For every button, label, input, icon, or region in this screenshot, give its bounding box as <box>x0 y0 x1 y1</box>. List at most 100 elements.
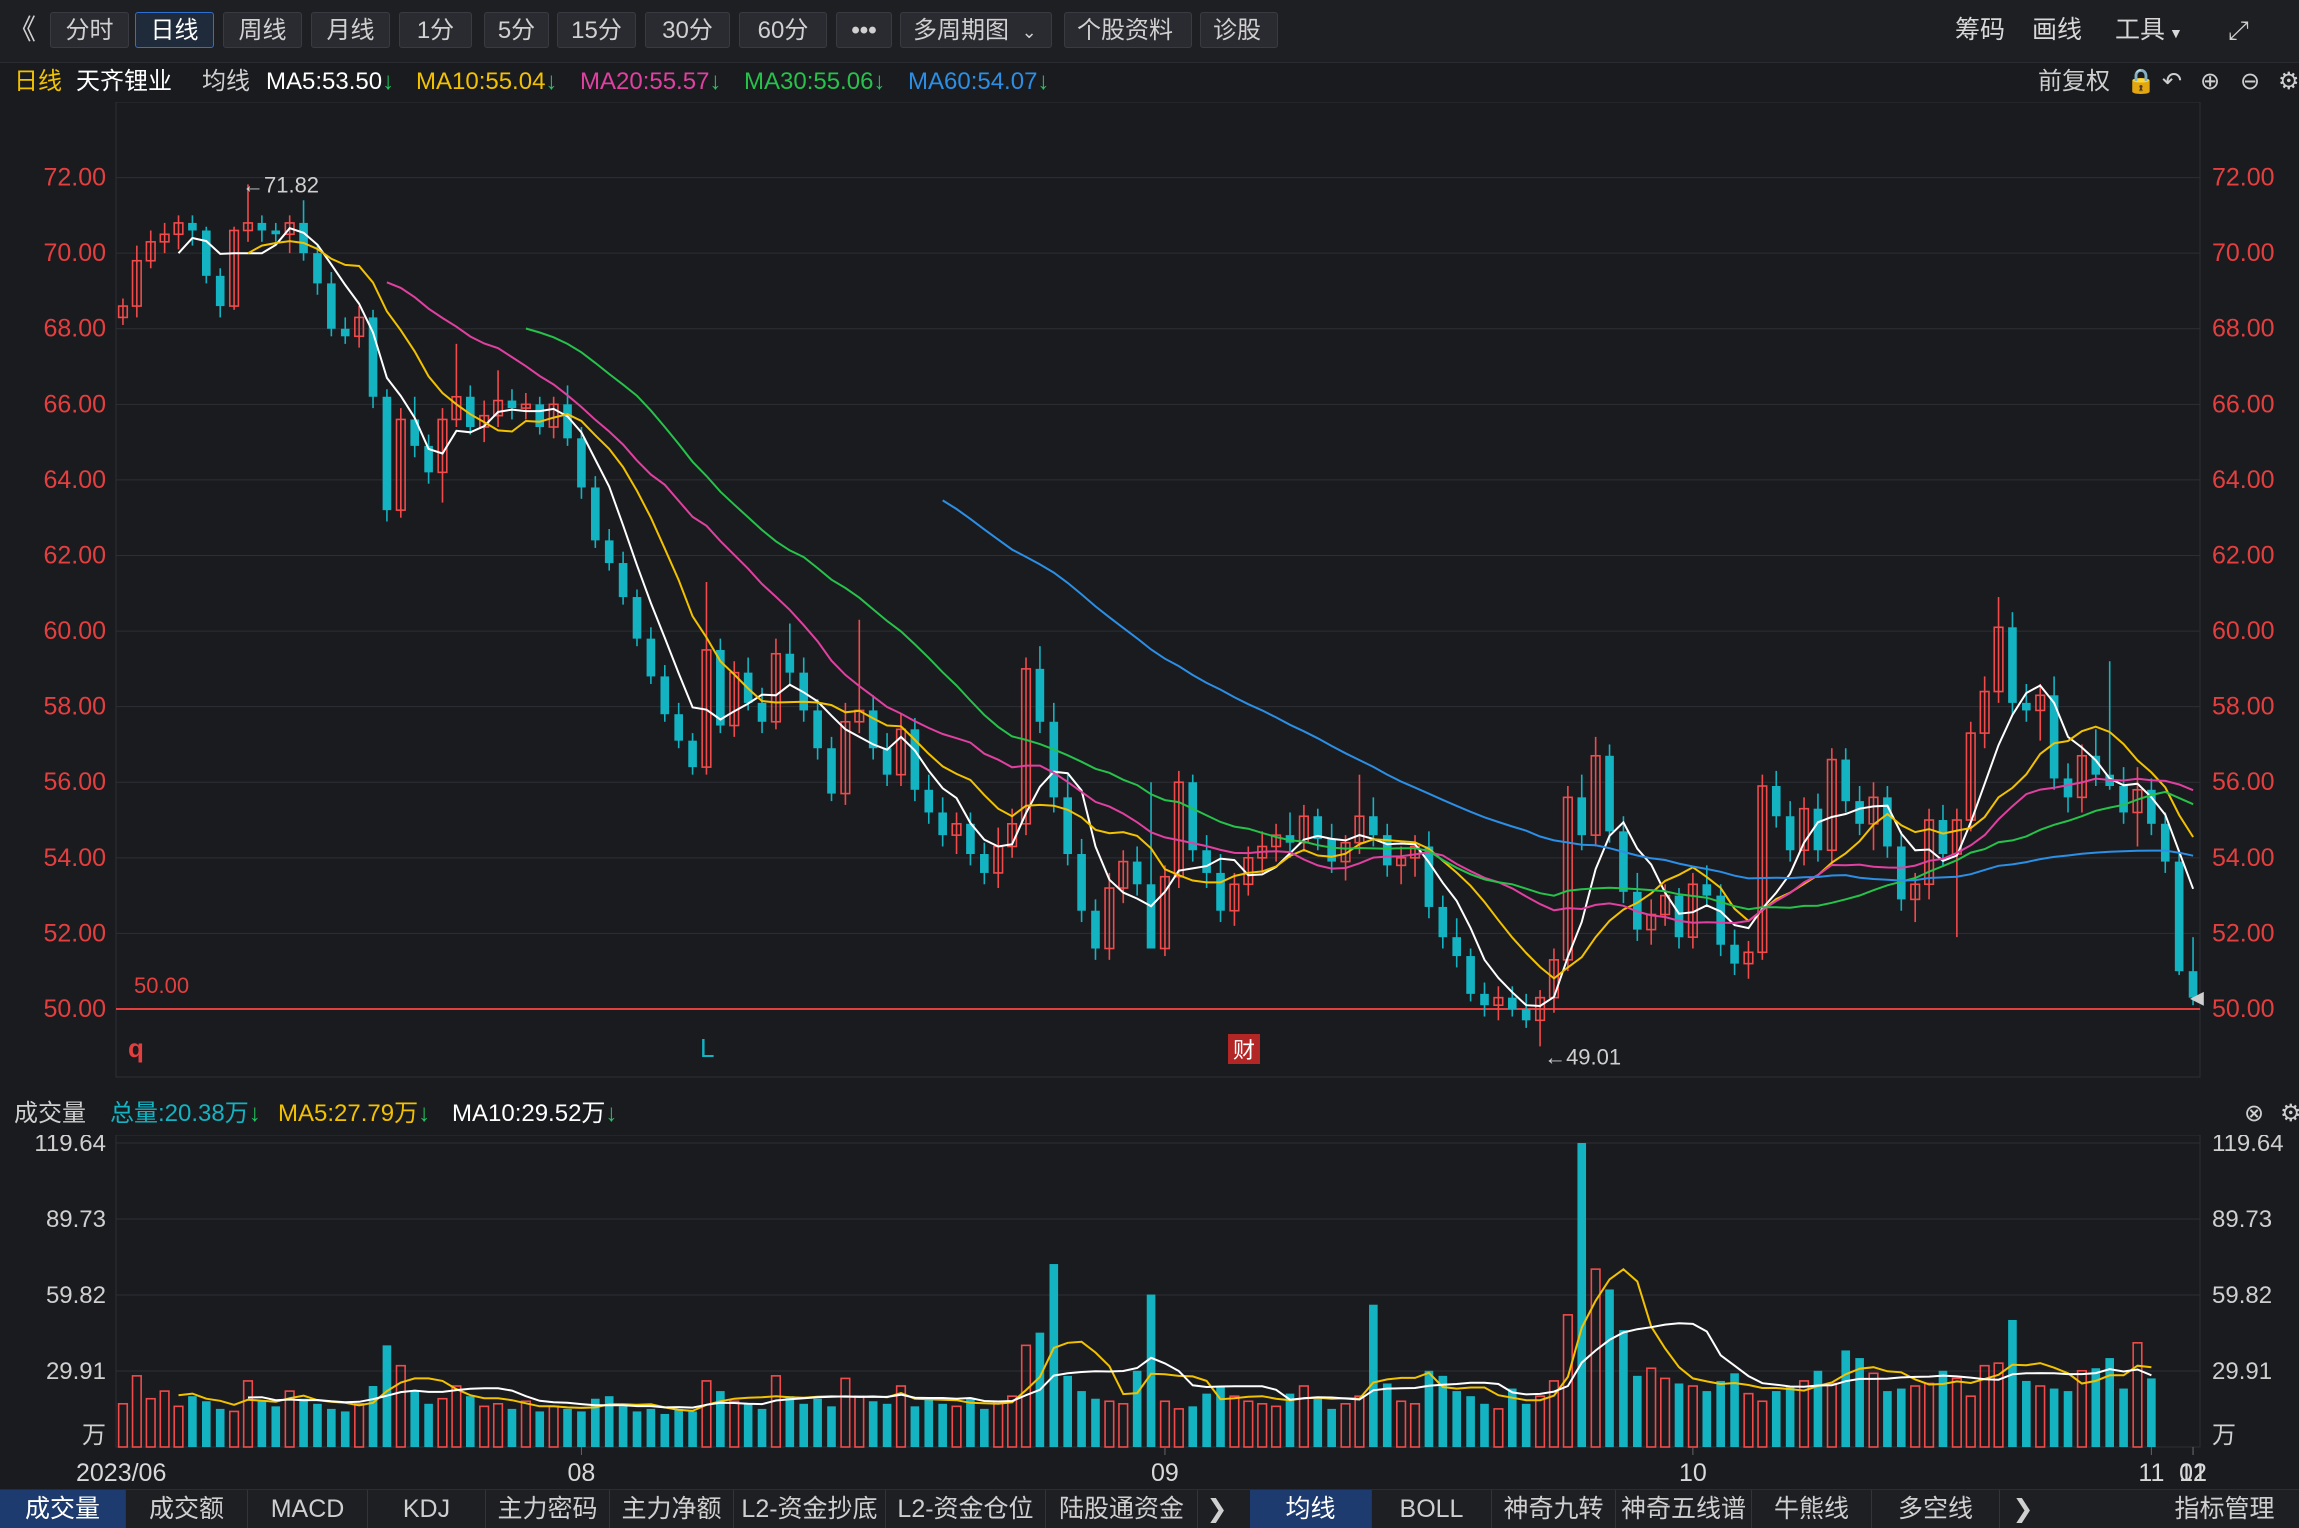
period-button-3[interactable]: 月线 <box>311 12 390 48</box>
multi-period-dropdown[interactable]: 多周期图 ⌄ <box>900 12 1052 48</box>
ma-legend-bar: 日线 天齐锂业 均线 MA5:53.50↓ MA10:55.04↓ MA20:5… <box>0 62 2299 102</box>
volume-bar-down <box>1285 1393 1295 1447</box>
period-button-1[interactable]: 日线 <box>135 12 214 48</box>
indicator-manage-button[interactable]: 指标管理 <box>2174 1495 2275 1523</box>
candle-body-up <box>228 229 240 307</box>
chevron-right-icon[interactable]: ❯ <box>2012 1495 2034 1523</box>
draw-line-button[interactable]: 画线 <box>2032 16 2083 44</box>
chip-distribution-button[interactable]: 筹码 <box>1955 16 2006 44</box>
volume-bar-down <box>799 1403 809 1447</box>
marker-l[interactable]: L <box>700 1033 714 1063</box>
x-month-label: 2023/06 <box>76 1459 166 1487</box>
period-button-8[interactable]: 60分 <box>739 12 827 48</box>
volume-bar-down <box>2119 1388 2128 1447</box>
candle-body-up <box>895 728 907 776</box>
fullscreen-icon[interactable]: ⤢ <box>2228 15 2249 45</box>
volume-bar-up <box>2132 1342 2143 1448</box>
candle-body-down <box>2049 695 2059 779</box>
settings-gear-icon[interactable]: ⚙ <box>2280 1100 2299 1127</box>
candle-body-down <box>1480 993 1489 1006</box>
period-button-6[interactable]: 15分 <box>557 12 636 48</box>
indicator-tab-left-5[interactable]: 主力净额 <box>610 1490 734 1528</box>
volume-bar-up <box>1646 1367 1657 1448</box>
diagnose-button[interactable]: 诊股 <box>1200 12 1278 48</box>
lock-icon[interactable]: 🔒 <box>2126 68 2156 95</box>
volume-bar-up <box>1965 1395 1976 1448</box>
indicator-tab-left-1[interactable]: 成交额 <box>126 1490 248 1528</box>
volume-ma10-line <box>247 1322 2152 1409</box>
volume-bar-up <box>1659 1377 1671 1448</box>
indicator-tab-left-4[interactable]: 主力密码 <box>486 1490 610 1528</box>
indicator-tab-left-8[interactable]: 陆股通资金 <box>1046 1490 1198 1528</box>
stock-info-button[interactable]: 个股资料 <box>1064 12 1192 48</box>
volume-bar-up <box>145 1397 156 1448</box>
y-tick-label: 60.00 <box>2212 617 2275 645</box>
indicator-tab-left-7[interactable]: L2-资金仓位 <box>886 1490 1046 1528</box>
volume-bar-up <box>1229 1395 1240 1448</box>
volume-bar-up <box>1910 1385 1921 1448</box>
candle-body-down <box>424 445 433 473</box>
legend-ma60: MA60:54.07↓ <box>908 62 1049 102</box>
indicator-tab-right-2[interactable]: 神奇九转 <box>1492 1490 1616 1528</box>
zoom-in-icon[interactable]: ⊕ <box>2200 68 2221 95</box>
volume-bar-down <box>1633 1375 1642 1447</box>
volume-bar-down <box>1369 1304 1378 1447</box>
period-button-5[interactable]: 5分 <box>484 12 549 48</box>
volume-bar-down <box>368 1386 378 1447</box>
indicator-tab-left-0[interactable]: 成交量 <box>0 1490 126 1528</box>
volume-bar-up <box>1743 1392 1754 1448</box>
indicator-tab-right-0[interactable]: 均线 <box>1250 1490 1372 1528</box>
period-button-0[interactable]: 分时 <box>50 12 129 48</box>
x-month-label: 12 <box>2179 1459 2207 1487</box>
candle-body-down <box>2188 971 2198 998</box>
candle-body-down <box>1035 668 1045 722</box>
volume-axis-left: 119.64 89.73 59.82 29.91 万 <box>34 1135 106 1449</box>
candlestick-chart[interactable]: 72.00 70.00 68.00 66.00 64.00 62.00 60.00 58.00… <box>0 102 2299 1092</box>
candle-body-down <box>368 317 378 397</box>
volume-chart[interactable]: 119.64 89.73 59.82 29.91 万 119.64 89.73 59.82 2… <box>0 1135 2299 1489</box>
indicator-tab-left-3[interactable]: KDJ <box>368 1490 486 1528</box>
y-tick-label: 58.00 <box>2212 693 2275 721</box>
adjust-mode-label[interactable]: 前复权 <box>2038 68 2110 95</box>
back-arrow-icon[interactable]: 《 <box>8 14 37 45</box>
volume-bar-up <box>1257 1403 1268 1448</box>
volume-bar-down <box>340 1411 350 1447</box>
candle-body-down <box>2063 778 2073 798</box>
more-button[interactable]: ••• <box>836 12 892 48</box>
volume-bar-up <box>1798 1380 1810 1448</box>
marker-finance-badge[interactable] <box>1228 1034 1260 1064</box>
candle-body-up <box>1340 841 1351 863</box>
indicator-tab-right-4[interactable]: 牛熊线 <box>1752 1490 1872 1528</box>
candle-body-down <box>757 702 767 722</box>
ma-title[interactable]: 均线 <box>202 68 250 95</box>
period-button-7[interactable]: 30分 <box>645 12 730 48</box>
volume-bar-up <box>437 1397 448 1448</box>
settings-gear-icon[interactable]: ⚙ <box>2278 68 2299 95</box>
down-arrow-icon: ↓ <box>382 68 395 95</box>
volume-title: 成交量 <box>14 1100 86 1127</box>
marker-q[interactable]: q <box>128 1033 144 1063</box>
candle-body-down <box>2160 823 2170 862</box>
indicator-tab-left-2[interactable]: MACD <box>248 1490 368 1528</box>
undo-icon[interactable]: ↶ <box>2162 68 2183 95</box>
candle-body-down <box>410 419 420 446</box>
zoom-out-icon[interactable]: ⊖ <box>2240 68 2261 95</box>
period-button-4[interactable]: 1分 <box>399 12 472 48</box>
close-icon[interactable]: ⊗ <box>2244 1100 2265 1127</box>
chevron-right-icon[interactable]: ❯ <box>1206 1495 1228 1523</box>
volume-bar-up <box>1159 1400 1171 1448</box>
indicator-tab-right-3[interactable]: 神奇五线谱 <box>1616 1490 1752 1528</box>
indicator-tab-right-1[interactable]: BOLL <box>1372 1490 1492 1528</box>
y-tick-label: 66.00 <box>2212 390 2275 418</box>
candle-body-up <box>1020 668 1032 825</box>
candle-body-up <box>520 403 531 409</box>
volume-bar-down <box>1883 1391 1892 1447</box>
tools-menu-button[interactable]: 工具 ▼ <box>2115 12 2183 48</box>
volume-bar-down <box>188 1396 197 1447</box>
candle-body-down <box>1883 797 1892 847</box>
period-button-2[interactable]: 周线 <box>223 12 302 48</box>
indicator-tab-left-6[interactable]: L2-资金抄底 <box>734 1490 886 1528</box>
marker-finance[interactable]: 财 <box>1233 1038 1255 1063</box>
volume-total: 总量:20.38万↓ <box>110 1094 261 1134</box>
indicator-tab-right-5[interactable]: 多空线 <box>1872 1490 2000 1528</box>
